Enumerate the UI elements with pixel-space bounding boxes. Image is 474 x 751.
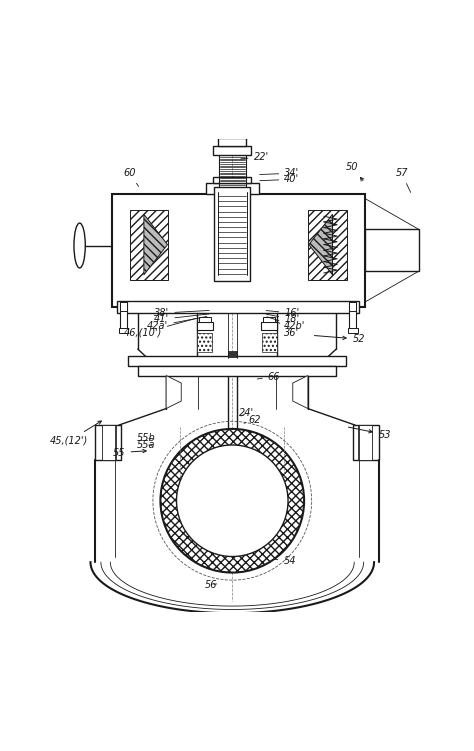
Bar bbox=[199, 317, 210, 321]
Polygon shape bbox=[309, 214, 332, 275]
Bar bbox=[197, 321, 213, 330]
Bar bbox=[214, 187, 250, 281]
Bar bbox=[262, 333, 277, 352]
Polygon shape bbox=[293, 376, 308, 409]
Text: 50: 50 bbox=[346, 161, 364, 181]
Bar bbox=[138, 366, 336, 376]
Text: 24': 24' bbox=[239, 409, 255, 418]
Bar bbox=[120, 302, 127, 330]
Bar bbox=[365, 230, 419, 271]
Text: 42b': 42b' bbox=[267, 317, 306, 331]
Bar bbox=[264, 317, 275, 321]
Text: 55b: 55b bbox=[137, 433, 155, 443]
Circle shape bbox=[160, 429, 304, 572]
Text: 22': 22' bbox=[241, 152, 269, 162]
Bar bbox=[358, 425, 372, 460]
Bar bbox=[353, 425, 379, 460]
Bar bbox=[349, 302, 356, 311]
Bar bbox=[218, 138, 246, 146]
Bar bbox=[197, 333, 212, 352]
Text: 66: 66 bbox=[257, 372, 280, 382]
Bar bbox=[348, 328, 357, 333]
Text: 42a': 42a' bbox=[147, 316, 207, 331]
Text: 53: 53 bbox=[348, 427, 391, 439]
Bar bbox=[119, 328, 128, 333]
Text: 56: 56 bbox=[205, 580, 218, 590]
Text: 36': 36' bbox=[276, 321, 300, 338]
Text: 62: 62 bbox=[244, 415, 261, 425]
Bar bbox=[102, 425, 116, 460]
Text: 45,(12'): 45,(12') bbox=[50, 421, 101, 446]
Text: 34': 34' bbox=[260, 168, 300, 178]
Bar bbox=[349, 302, 356, 330]
Text: 55: 55 bbox=[113, 448, 146, 457]
Bar bbox=[120, 302, 127, 311]
Ellipse shape bbox=[74, 223, 85, 268]
Text: 60: 60 bbox=[124, 168, 138, 186]
Text: 18': 18' bbox=[266, 314, 300, 324]
Text: 55a: 55a bbox=[137, 439, 155, 450]
Text: 38': 38' bbox=[155, 308, 209, 318]
Bar bbox=[118, 301, 359, 312]
Circle shape bbox=[176, 445, 288, 556]
Text: 16': 16' bbox=[266, 308, 300, 318]
Polygon shape bbox=[144, 214, 167, 275]
Bar bbox=[130, 210, 168, 279]
Bar bbox=[213, 176, 251, 183]
Bar bbox=[308, 210, 346, 279]
Bar bbox=[128, 356, 346, 366]
Text: 46,(10'): 46,(10') bbox=[124, 318, 196, 338]
Bar bbox=[112, 194, 365, 307]
Bar bbox=[261, 321, 277, 330]
Text: 52: 52 bbox=[314, 334, 365, 344]
Text: 40': 40' bbox=[260, 174, 300, 184]
Bar bbox=[228, 351, 237, 357]
Text: 57: 57 bbox=[395, 168, 410, 192]
Text: 54: 54 bbox=[275, 556, 296, 566]
Bar bbox=[213, 146, 251, 155]
Bar bbox=[95, 425, 121, 460]
Bar bbox=[206, 183, 259, 194]
Text: 41': 41' bbox=[155, 314, 209, 324]
Polygon shape bbox=[166, 376, 181, 409]
